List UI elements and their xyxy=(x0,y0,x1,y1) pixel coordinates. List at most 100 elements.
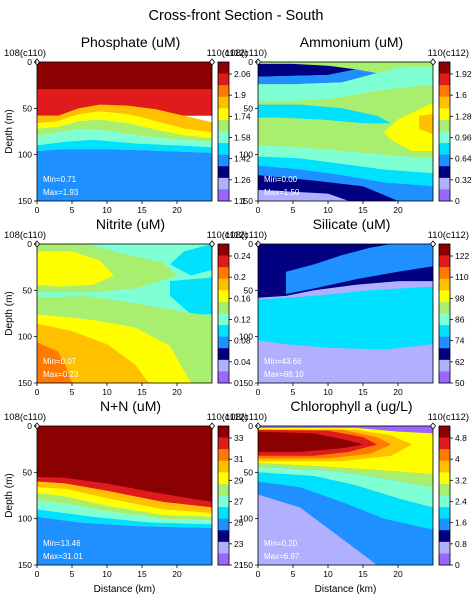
colorbar-frame xyxy=(438,61,451,202)
x-tick-label: 0 xyxy=(256,205,261,215)
plot-frame xyxy=(36,243,213,384)
colorbar-swatch xyxy=(439,154,450,167)
colorbar-frame xyxy=(217,61,230,202)
contour-band xyxy=(286,244,433,294)
colorbar-swatch xyxy=(439,255,450,268)
y-tick-label: 150 xyxy=(239,196,253,206)
min-max-annotation: Min=0.71 xyxy=(43,175,77,184)
colorbar-swatch xyxy=(218,507,229,519)
y-tick-label: 0 xyxy=(248,421,253,431)
colorbar-swatch xyxy=(439,96,450,109)
colorbar-swatch xyxy=(439,244,450,256)
colorbar-tick-label: 0.2 xyxy=(234,272,246,282)
colorbar-swatch xyxy=(439,541,450,554)
x-tick-label: 15 xyxy=(137,387,147,397)
colorbar-swatch xyxy=(439,530,450,543)
y-tick-label: 100 xyxy=(239,514,253,524)
contour-band xyxy=(37,492,212,521)
contour-band xyxy=(37,119,212,142)
contour-band xyxy=(37,62,212,90)
colorbar-tick-label: 122 xyxy=(455,251,469,261)
panel-title: Ammonium (uM) xyxy=(300,34,403,50)
colorbar-swatch xyxy=(439,189,450,202)
colorbar-swatch xyxy=(218,348,229,361)
colorbar-tick-label: 0 xyxy=(455,196,460,206)
min-max-annotation: Min=43.66 xyxy=(264,357,302,366)
colorbar-swatch xyxy=(218,255,229,268)
panel-title: Phosphate (uM) xyxy=(81,34,181,50)
colorbar-tick-label: 1.92 xyxy=(455,69,472,79)
colorbar-tick-label: 0.8 xyxy=(455,539,467,549)
min-max-annotation: Min=13.46 xyxy=(43,539,81,548)
colorbar-frame xyxy=(438,243,451,384)
colorbar-tick-label: 0.96 xyxy=(455,133,472,143)
min-max-annotation: Min=0.20 xyxy=(264,539,298,548)
colorbar-tick-label: 2.06 xyxy=(234,69,251,79)
colorbar-swatch xyxy=(218,449,229,462)
y-tick-label: 50 xyxy=(244,103,254,113)
colorbar-swatch xyxy=(439,495,450,508)
right-station-label: 110(c112) xyxy=(428,48,469,59)
contour-band xyxy=(37,251,114,287)
colorbar-frame xyxy=(438,425,451,566)
colorbar-tick-label: 50 xyxy=(455,378,465,388)
colorbar-swatch xyxy=(218,483,229,496)
colorbar-swatch xyxy=(218,119,229,132)
x-tick-label: 5 xyxy=(291,387,296,397)
colorbar-swatch xyxy=(439,371,450,384)
colorbar-tick-label: 1.6 xyxy=(455,518,467,528)
colorbar-swatch xyxy=(218,437,229,450)
colorbar-swatch xyxy=(218,553,229,566)
colorbar-swatch xyxy=(218,325,229,337)
y-tick-label: 100 xyxy=(239,150,253,160)
colorbar-swatch xyxy=(439,177,450,190)
colorbar-tick-label: 0.64 xyxy=(455,154,472,164)
colorbar-swatch xyxy=(439,108,450,121)
colorbar-frame xyxy=(217,425,230,566)
min-max-annotation: Max=0.23 xyxy=(43,370,79,379)
station-marker xyxy=(208,422,216,430)
y-tick-label: 50 xyxy=(244,285,254,295)
y-tick-label: 100 xyxy=(18,514,32,524)
left-station-label: 108(c110) xyxy=(4,48,46,59)
colorbar-swatch xyxy=(439,483,450,496)
y-tick-label: 50 xyxy=(23,467,33,477)
colorbar-tick-label: 1.58 xyxy=(234,133,251,143)
contour-band xyxy=(258,431,363,452)
colorbar-swatch xyxy=(218,189,229,202)
contour-band xyxy=(37,481,212,514)
colorbar-swatch xyxy=(218,108,229,121)
x-tick-label: 10 xyxy=(102,205,112,215)
x-tick-label: 20 xyxy=(393,387,403,397)
y-axis-label: Depth (m) xyxy=(4,473,15,517)
colorbar-tick-label: 0 xyxy=(234,378,239,388)
colorbar-swatch xyxy=(439,313,450,326)
colorbar-swatch xyxy=(218,359,229,372)
colorbar-tick-label: 25 xyxy=(234,518,244,528)
colorbar-tick-label: 0 xyxy=(455,560,460,570)
contour-band xyxy=(37,342,72,383)
colorbar-swatch xyxy=(218,371,229,384)
colorbar-swatch xyxy=(218,73,229,86)
x-tick-label: 5 xyxy=(291,569,296,579)
y-tick-label: 50 xyxy=(23,285,33,295)
colorbar-swatch xyxy=(218,541,229,554)
colorbar-tick-label: 31 xyxy=(234,454,244,464)
colorbar-swatch xyxy=(439,166,450,179)
min-max-annotation: Max=6.97 xyxy=(264,552,300,561)
figure-title: Cross-front Section - South xyxy=(149,8,324,24)
panel-title: N+N (uM) xyxy=(100,398,161,414)
y-axis-label: Depth (m) xyxy=(4,109,15,153)
y-axis-label: Depth (m) xyxy=(4,291,15,335)
min-max-annotation: Max=1.93 xyxy=(43,188,79,197)
colorbar-swatch xyxy=(218,336,229,349)
colorbar-swatch xyxy=(218,495,229,508)
station-marker xyxy=(208,58,216,66)
contour-band xyxy=(258,494,377,565)
contour-band xyxy=(258,69,377,85)
colorbar-swatch xyxy=(218,472,229,485)
y-tick-label: 150 xyxy=(18,560,32,570)
colorbar-tick-label: 1.6 xyxy=(455,90,467,100)
right-station-label: 110(c112) xyxy=(207,230,248,241)
